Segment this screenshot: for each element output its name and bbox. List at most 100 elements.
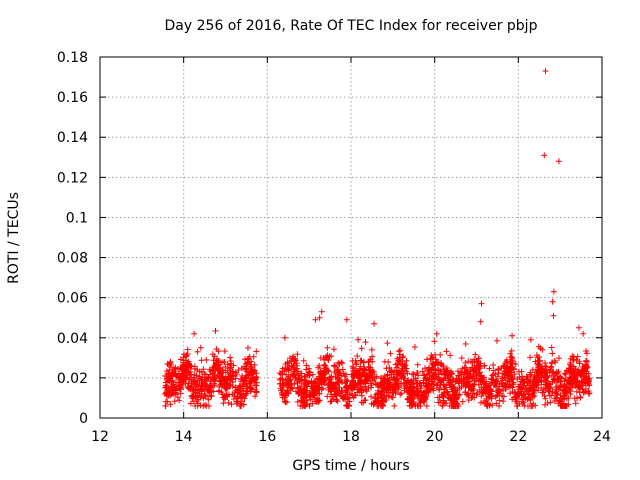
data-point xyxy=(189,393,196,400)
data-point xyxy=(248,363,255,370)
data-point xyxy=(234,398,241,405)
data-point xyxy=(199,376,206,383)
data-point xyxy=(227,358,234,365)
data-point xyxy=(173,385,180,392)
data-point xyxy=(220,400,227,407)
data-point xyxy=(205,402,212,409)
data-point xyxy=(221,348,228,355)
data-point xyxy=(414,361,421,368)
data-point xyxy=(216,365,223,372)
data-point xyxy=(368,346,375,353)
data-point xyxy=(252,393,259,400)
data-point xyxy=(208,393,215,400)
data-point xyxy=(205,374,212,381)
data-point xyxy=(555,355,562,362)
data-point xyxy=(194,348,201,355)
data-point xyxy=(371,394,378,401)
data-point xyxy=(362,339,369,346)
data-point xyxy=(462,340,469,347)
data-point xyxy=(207,368,214,375)
data-point xyxy=(172,371,179,378)
data-point xyxy=(195,375,202,382)
data-point xyxy=(248,384,255,391)
data-point xyxy=(226,371,233,378)
data-point xyxy=(236,387,243,394)
data-point xyxy=(577,393,584,400)
data-point xyxy=(246,353,253,360)
data-point xyxy=(171,398,178,405)
data-point xyxy=(496,397,503,404)
data-point xyxy=(194,400,201,407)
data-point xyxy=(190,398,197,405)
data-point xyxy=(179,368,186,375)
data-point xyxy=(238,402,245,409)
data-point xyxy=(208,378,215,385)
data-point xyxy=(216,387,223,394)
data-point xyxy=(177,365,184,372)
data-point xyxy=(238,394,245,401)
data-point xyxy=(221,358,228,365)
data-point xyxy=(177,378,184,385)
data-point xyxy=(330,346,337,353)
data-point xyxy=(237,383,244,390)
data-point xyxy=(217,381,224,388)
data-point xyxy=(205,396,212,403)
data-point xyxy=(162,384,169,391)
data-point xyxy=(242,366,249,373)
data-point xyxy=(192,393,199,400)
data-point xyxy=(389,394,396,401)
data-point xyxy=(527,354,534,361)
data-point xyxy=(241,356,248,363)
data-point xyxy=(172,386,179,393)
data-point xyxy=(244,359,251,366)
data-point xyxy=(202,401,209,408)
data-point xyxy=(187,371,194,378)
data-point xyxy=(162,372,169,379)
data-point xyxy=(549,350,556,357)
data-point xyxy=(243,387,250,394)
data-point xyxy=(240,401,247,408)
data-point xyxy=(204,375,211,382)
data-point xyxy=(459,398,466,405)
data-point xyxy=(358,345,365,352)
data-point xyxy=(184,384,191,391)
data-point xyxy=(230,396,237,403)
data-point xyxy=(431,338,438,345)
data-point xyxy=(507,390,514,397)
data-point xyxy=(203,356,210,363)
data-point xyxy=(186,362,193,369)
data-point xyxy=(229,369,236,376)
data-point xyxy=(381,358,388,365)
data-point xyxy=(164,398,171,405)
data-point xyxy=(167,401,174,408)
data-point xyxy=(242,372,249,379)
data-point xyxy=(173,372,180,379)
data-point xyxy=(197,344,204,351)
data-point xyxy=(195,383,202,390)
data-point xyxy=(437,351,444,358)
data-point xyxy=(227,364,234,371)
data-point xyxy=(176,397,183,404)
data-point xyxy=(166,389,173,396)
data-point xyxy=(244,344,251,351)
data-point xyxy=(435,367,442,374)
data-point xyxy=(177,390,184,397)
data-point xyxy=(232,375,239,382)
data-point xyxy=(477,399,484,406)
data-point xyxy=(331,363,338,370)
data-point xyxy=(391,402,398,409)
data-point xyxy=(240,378,247,385)
data-point xyxy=(253,374,260,381)
data-point xyxy=(223,391,230,398)
data-point xyxy=(226,381,233,388)
data-point xyxy=(489,372,496,379)
data-point xyxy=(197,393,204,400)
data-point xyxy=(206,371,213,378)
data-point xyxy=(184,350,191,357)
data-point xyxy=(208,384,215,391)
data-point xyxy=(172,365,179,372)
data-point xyxy=(229,391,236,398)
data-point xyxy=(253,348,260,355)
data-point xyxy=(233,371,240,378)
